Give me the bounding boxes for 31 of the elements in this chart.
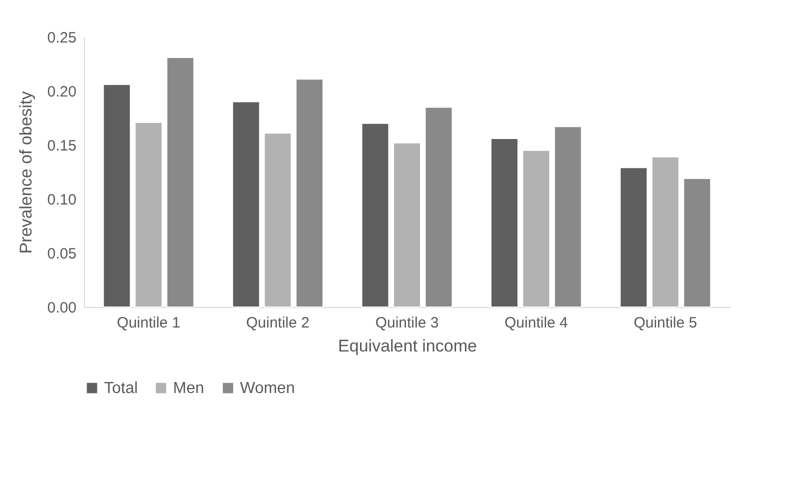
bar: [554, 126, 582, 308]
y-tick-label: 0.25: [47, 30, 76, 46]
bar: [296, 78, 324, 308]
bar: [522, 150, 550, 308]
bar: [264, 132, 292, 308]
bar: [166, 57, 194, 308]
x-tick-label: Quintile 5: [634, 314, 698, 332]
bar: [232, 101, 260, 308]
y-tick-label: 0.00: [47, 300, 76, 316]
bar: [651, 156, 680, 308]
x-tick-label: Quintile 3: [375, 314, 439, 332]
bar: [102, 84, 131, 308]
bar: [683, 178, 712, 308]
bar: [490, 138, 518, 308]
bar: [424, 106, 453, 308]
y-tick-label: 0.05: [47, 246, 76, 262]
y-axis-title: Prevalence of obesity: [16, 90, 36, 254]
x-tick-label: Quintile 2: [246, 314, 310, 332]
legend-label: Men: [173, 380, 204, 398]
bar: [620, 167, 648, 308]
bar: [393, 142, 421, 308]
bar: [361, 122, 390, 308]
x-axis-title: Equivalent income: [338, 336, 477, 356]
x-tick-label: Quintile 4: [504, 314, 568, 332]
x-tick-label: Quintile 1: [116, 314, 180, 332]
legend-label: Total: [104, 380, 138, 398]
y-tick-label: 0.10: [47, 192, 76, 208]
bar: [134, 122, 163, 308]
y-tick-label: 0.20: [47, 84, 76, 100]
legend-label: Women: [240, 380, 295, 398]
y-tick-label: 0.15: [47, 138, 76, 154]
